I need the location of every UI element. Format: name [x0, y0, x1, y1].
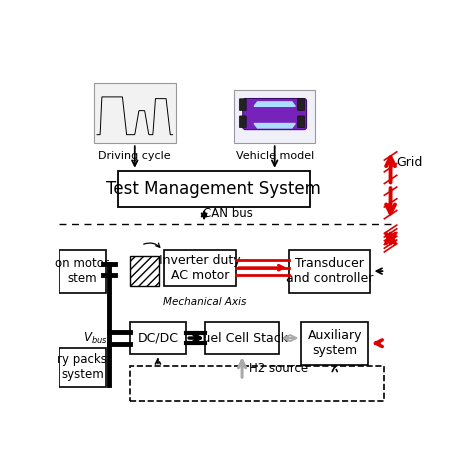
Text: Mechanical Axis: Mechanical Axis	[163, 297, 246, 307]
Polygon shape	[254, 124, 295, 128]
Polygon shape	[254, 102, 295, 106]
Text: H2 source: H2 source	[249, 362, 308, 374]
FancyBboxPatch shape	[298, 99, 305, 110]
Text: Inverter duty
AC motor: Inverter duty AC motor	[159, 254, 241, 282]
Text: Auxiliary
system: Auxiliary system	[308, 329, 362, 357]
Text: Transducer
and controller: Transducer and controller	[286, 257, 374, 285]
Text: Grid: Grid	[397, 155, 423, 169]
Text: $V_{bus}$: $V_{bus}$	[83, 330, 107, 346]
FancyBboxPatch shape	[93, 83, 176, 143]
Text: ry packs
system: ry packs system	[57, 353, 108, 381]
FancyBboxPatch shape	[205, 322, 279, 355]
Text: Driving cycle: Driving cycle	[99, 151, 171, 161]
FancyBboxPatch shape	[164, 250, 236, 286]
Text: Test Management System: Test Management System	[106, 180, 321, 198]
FancyBboxPatch shape	[130, 255, 159, 286]
FancyBboxPatch shape	[59, 250, 106, 292]
FancyBboxPatch shape	[129, 322, 186, 355]
FancyBboxPatch shape	[239, 99, 246, 110]
FancyBboxPatch shape	[239, 116, 246, 128]
FancyBboxPatch shape	[234, 90, 315, 143]
FancyBboxPatch shape	[118, 171, 310, 207]
FancyBboxPatch shape	[59, 347, 106, 387]
Text: CAN bus: CAN bus	[202, 207, 253, 220]
Text: DC/DC: DC/DC	[137, 332, 178, 345]
FancyBboxPatch shape	[298, 116, 305, 128]
FancyBboxPatch shape	[301, 322, 368, 365]
Text: Vehicle model: Vehicle model	[236, 151, 314, 161]
Text: on motor
stem: on motor stem	[55, 257, 109, 285]
Text: Fuel Cell Stack: Fuel Cell Stack	[196, 332, 288, 345]
FancyBboxPatch shape	[243, 99, 307, 130]
FancyBboxPatch shape	[289, 250, 370, 292]
